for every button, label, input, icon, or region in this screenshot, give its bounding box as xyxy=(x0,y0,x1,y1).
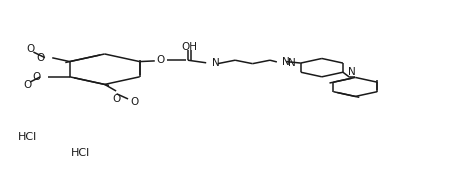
Text: O: O xyxy=(156,55,164,65)
Text: O: O xyxy=(130,97,138,107)
Text: N: N xyxy=(287,58,295,68)
Text: HCl: HCl xyxy=(71,148,90,158)
Text: N: N xyxy=(212,58,219,69)
Text: OH: OH xyxy=(182,42,198,52)
Text: N: N xyxy=(348,67,356,77)
Text: O: O xyxy=(112,94,121,104)
Text: O: O xyxy=(32,72,40,82)
Text: N: N xyxy=(282,57,290,67)
Text: O: O xyxy=(23,80,32,90)
Text: HCl: HCl xyxy=(18,132,38,142)
Text: O: O xyxy=(27,44,35,54)
Text: O: O xyxy=(37,53,45,63)
